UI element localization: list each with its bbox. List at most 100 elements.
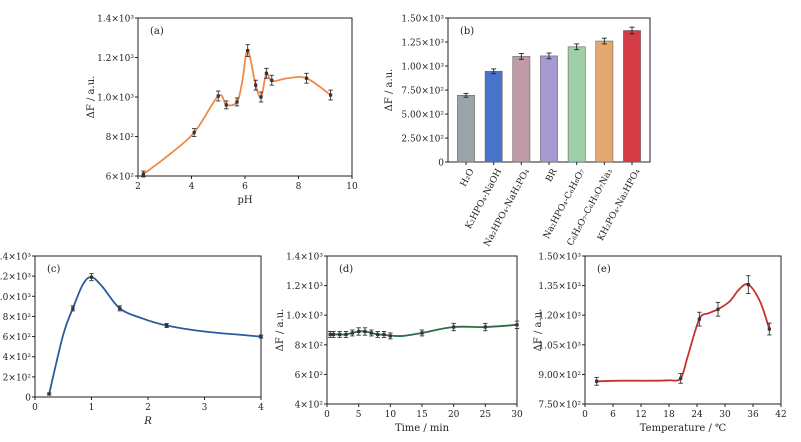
e-data-point <box>746 283 750 287</box>
e-xtick-label: 42 <box>775 410 786 420</box>
d-xtick-label: 20 <box>448 410 460 420</box>
e-ytick-label: 1.50×10³ <box>538 253 581 263</box>
a-frame <box>137 17 353 177</box>
e-series-line <box>596 283 771 383</box>
e-xlabel: Temperature / ℃ <box>640 423 726 434</box>
a-xtick-label: 4 <box>189 182 195 192</box>
d-xlabel: Time / min <box>395 423 450 434</box>
a-ytick-label: 1.2×10³ <box>97 54 134 64</box>
a-data-point <box>216 94 220 98</box>
a-data-point <box>254 83 258 87</box>
a-data-point <box>270 78 274 82</box>
c-data-point <box>47 392 51 396</box>
c-ytick-label: 1.2×10³ <box>0 273 31 283</box>
c-data-point <box>71 306 75 310</box>
d-data-point <box>369 331 373 335</box>
c-series-line <box>48 276 262 395</box>
e-ytick-label: 7.50×10² <box>538 401 581 411</box>
d-data-point <box>382 332 386 337</box>
c-xtick-label: 1 <box>89 403 95 413</box>
a-ytick-label: 1.0×10³ <box>97 94 134 104</box>
b-bar <box>595 40 614 163</box>
d-data-point <box>328 332 332 337</box>
b-bar <box>540 55 558 163</box>
e-xtick-label: 36 <box>747 410 759 420</box>
b-ytick-label: 0 <box>438 159 444 169</box>
a-xtick-label: 8 <box>296 182 302 192</box>
c-ytick-label: 1.4×10³ <box>0 253 31 263</box>
d-data-point <box>483 325 487 329</box>
d-xtick-label: 15 <box>416 410 428 420</box>
d-ytick-label: 8×10² <box>295 341 324 351</box>
c-data-point <box>89 275 94 279</box>
a-panel-label: (a) <box>150 26 164 37</box>
e-data-point <box>716 307 720 311</box>
d-ytick-label: 4×10² <box>295 401 324 411</box>
e-xtick-label: 30 <box>719 410 731 420</box>
d-data-point <box>338 332 342 337</box>
e-xtick-label: 12 <box>635 410 646 420</box>
a-xtick-label: 6 <box>242 182 248 192</box>
e-data-point <box>767 327 771 331</box>
a-data-point <box>235 100 239 104</box>
b-ytick-label: 7.50×10² <box>401 87 444 97</box>
c-xlabel: R <box>143 416 152 427</box>
d-data-point <box>344 332 348 337</box>
e-ytick-label: 1.35×10³ <box>538 282 581 292</box>
c-ytick-label: 0 <box>25 394 31 404</box>
e-data-point <box>595 379 599 383</box>
b-ytick-label: 1.25×10³ <box>401 39 444 49</box>
d-xtick-label: 5 <box>356 410 362 420</box>
e-xtick-label: 6 <box>610 410 616 420</box>
e-data-point <box>679 376 683 380</box>
c-ytick-label: 2×10² <box>3 373 32 383</box>
a-data-point <box>264 71 268 75</box>
c-xtick-label: 2 <box>145 403 151 413</box>
a-ytick-label: 1.4×10³ <box>97 15 134 25</box>
e-xtick-label: 0 <box>582 410 588 420</box>
b-bar <box>457 94 475 163</box>
c-ytick-label: 1.0×10³ <box>0 293 31 303</box>
a-data-point <box>141 172 145 176</box>
b-bar <box>567 46 586 163</box>
d-xtick-label: 0 <box>324 410 330 420</box>
a-series-line <box>142 49 332 175</box>
a-xlabel: pH <box>237 195 252 206</box>
c-xtick-label: 3 <box>202 403 208 413</box>
b-panel-label: (b) <box>460 26 474 37</box>
d-ylabel: ΔF / a.u. <box>275 309 286 352</box>
b-bar <box>484 70 503 163</box>
e-ytick-label: 1.05×10³ <box>538 341 581 351</box>
c-panel-label: (c) <box>47 264 61 275</box>
b-ytick-label: 2.50×10² <box>401 135 444 145</box>
e-ylabel: ΔF / a.u. <box>533 309 544 352</box>
a-ytick-label: 6×10² <box>106 173 135 183</box>
a-data-point <box>329 93 333 97</box>
a-xtick-label: 2 <box>135 182 141 192</box>
panel-a: 6×10² 8×10² 1.0×10³ 1.2×10³ 1.4×10³ ΔF / a.u.… <box>86 15 358 207</box>
e-xtick-label: 18 <box>663 410 675 420</box>
a-ylabel: ΔF / a.u. <box>86 76 97 119</box>
b-ytick-label: 1.00×10³ <box>401 63 444 73</box>
d-series-line <box>330 323 518 337</box>
c-data-point <box>259 334 263 339</box>
a-xtick-label: 10 <box>346 182 358 192</box>
a-data-point <box>224 103 228 107</box>
b-bar <box>512 56 531 163</box>
c-xtick-label: 4 <box>258 403 264 413</box>
a-data-point <box>304 76 309 80</box>
c-xtick-label: 0 <box>32 403 38 413</box>
a-data-point <box>246 48 250 53</box>
e-xtick-label: 24 <box>691 410 703 420</box>
c-data-point <box>165 323 169 328</box>
b-ytick-label: 1.50×10³ <box>401 15 444 25</box>
a-ytick-label: 8×10² <box>106 133 135 143</box>
b-ytick-label: 5.00×10² <box>401 111 444 121</box>
a-data-point <box>259 95 263 99</box>
d-data-point <box>515 323 519 327</box>
d-panel-label: (d) <box>339 264 353 275</box>
c-ytick-label: 4×10² <box>3 353 32 363</box>
d-data-point <box>363 329 367 334</box>
e-panel-label: (e) <box>597 264 611 275</box>
